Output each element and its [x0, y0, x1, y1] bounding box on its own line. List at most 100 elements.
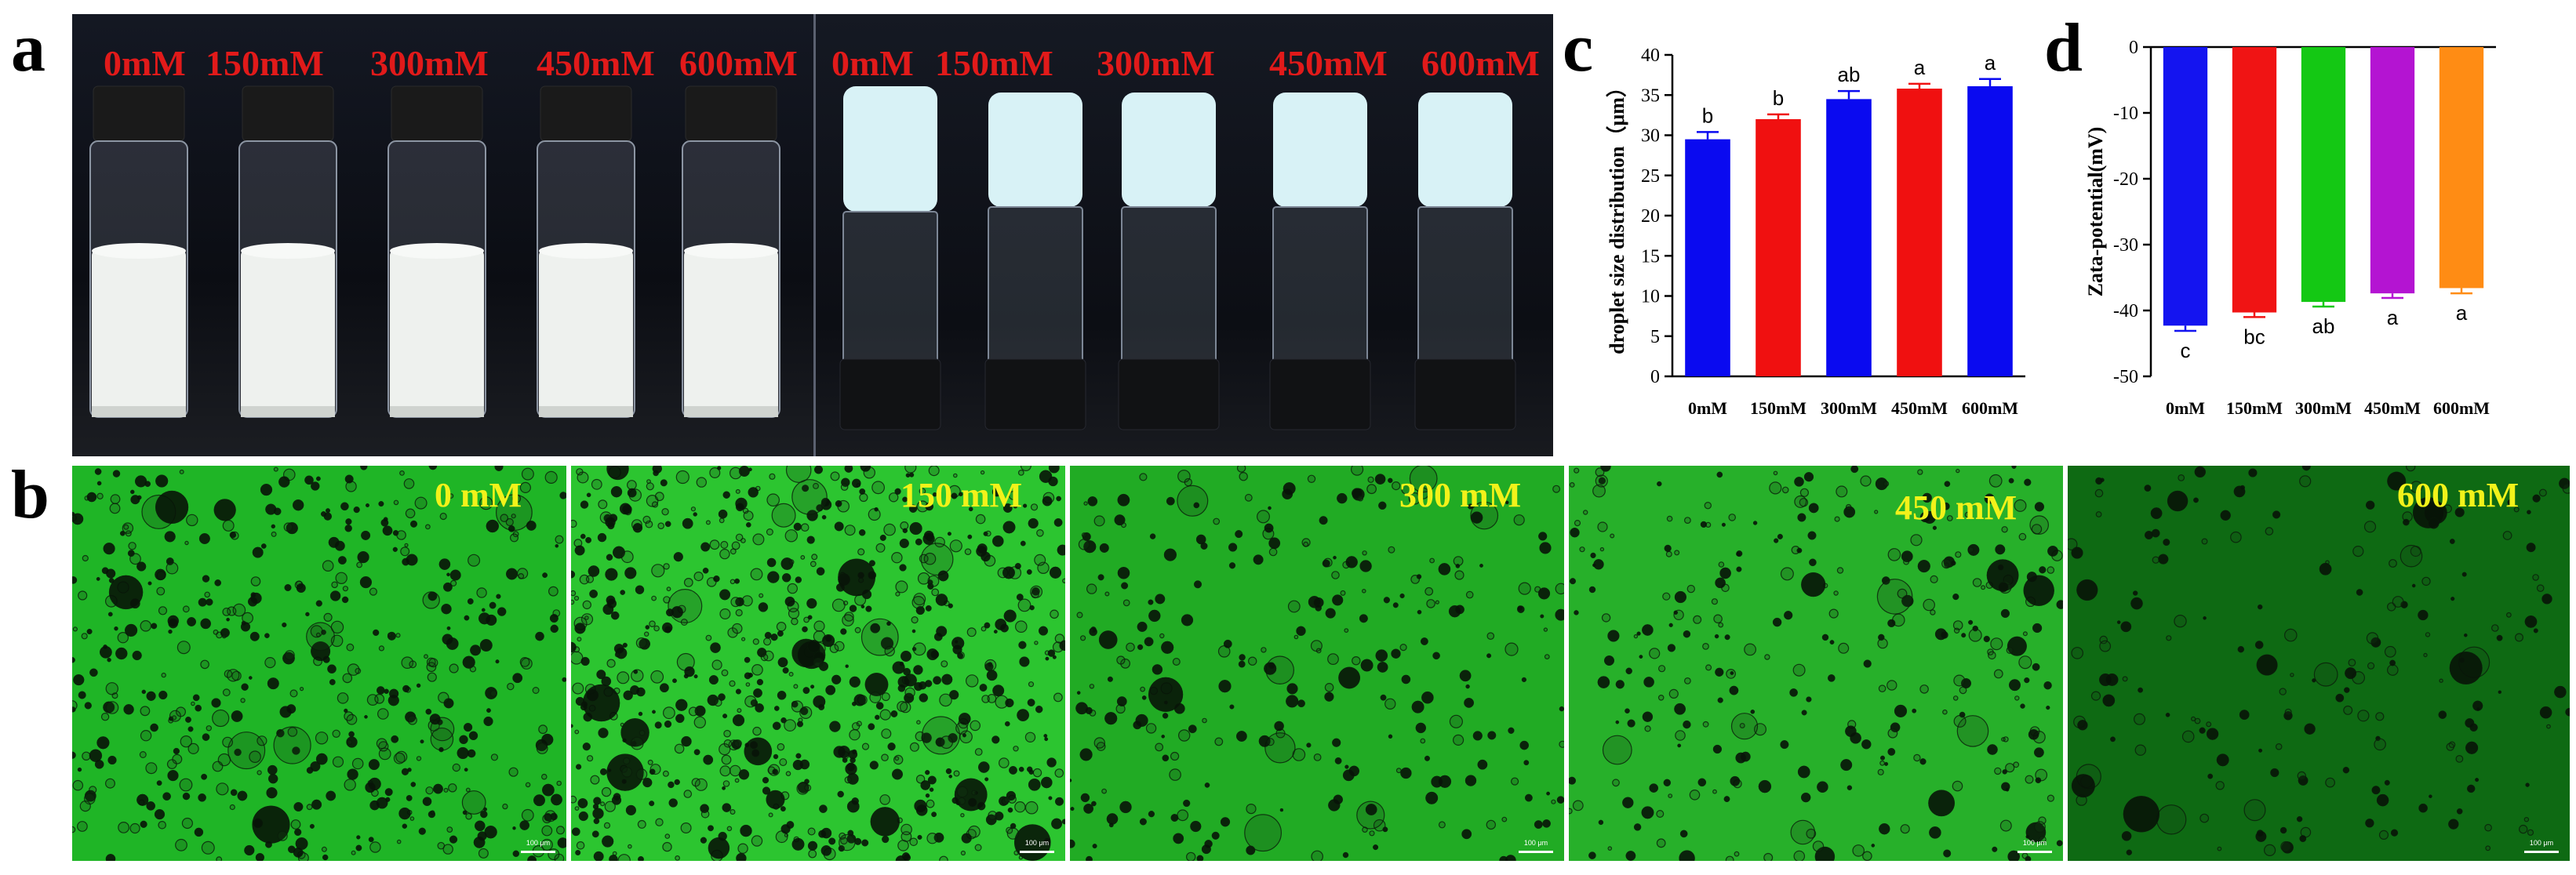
droplet	[766, 557, 777, 568]
droplet	[226, 669, 240, 682]
droplet	[322, 854, 329, 861]
y-tick-label: 35	[1641, 85, 1660, 106]
droplet	[1454, 570, 1464, 580]
droplet	[442, 582, 453, 592]
droplet	[948, 603, 953, 608]
droplet	[735, 497, 748, 510]
droplet	[2325, 777, 2336, 788]
droplet	[351, 850, 356, 855]
droplet	[663, 563, 670, 570]
droplet	[2387, 471, 2407, 491]
significance-label: ab	[1838, 63, 1861, 86]
droplet	[1049, 566, 1062, 579]
droplet	[831, 674, 842, 684]
droplet	[72, 513, 84, 525]
droplet	[1140, 686, 1145, 692]
x-tick-label: 0mM	[2166, 398, 2205, 418]
droplet	[1807, 531, 1817, 540]
droplet	[1149, 533, 1156, 539]
droplet	[635, 585, 645, 594]
droplet	[166, 557, 174, 565]
droplet	[960, 850, 966, 856]
droplet	[2284, 708, 2292, 716]
droplet-field	[571, 466, 1065, 861]
droplet	[156, 780, 162, 786]
droplet	[813, 620, 825, 632]
droplet	[807, 640, 820, 653]
droplet	[1089, 684, 1095, 689]
droplet	[535, 631, 544, 641]
droplet	[693, 674, 698, 679]
droplet	[124, 623, 138, 637]
droplet	[328, 536, 340, 548]
droplet	[2025, 775, 2034, 784]
droplet	[383, 517, 388, 522]
vial-label-right-4: 600mM	[1421, 43, 1540, 83]
droplet	[240, 622, 251, 632]
droplet	[94, 468, 102, 475]
droplet	[1244, 493, 1253, 502]
droplet	[2319, 562, 2332, 575]
droplet	[409, 816, 415, 821]
scale-bar: 100 μm	[521, 839, 555, 853]
droplet	[2450, 597, 2455, 601]
droplet	[2565, 707, 2570, 717]
droplet	[136, 793, 149, 806]
droplet	[941, 673, 953, 685]
droplet	[730, 467, 742, 480]
vial-photo-before	[72, 14, 813, 456]
droplet	[764, 631, 772, 639]
droplet	[925, 770, 930, 775]
droplet	[2005, 787, 2010, 792]
droplet	[2410, 481, 2423, 493]
droplet	[315, 600, 322, 607]
droplet	[798, 717, 803, 723]
droplet	[806, 536, 815, 544]
droplet	[752, 726, 762, 736]
vial-upright	[89, 85, 188, 418]
x-tick-label: 300mM	[1821, 398, 1877, 418]
droplet	[1465, 684, 1470, 689]
droplet	[660, 479, 668, 487]
droplet	[393, 499, 399, 506]
droplet	[1070, 807, 1075, 811]
droplet	[294, 828, 302, 837]
droplet	[875, 702, 884, 710]
droplet	[322, 560, 334, 572]
droplet	[1361, 589, 1366, 594]
droplet	[2152, 556, 2160, 564]
droplet	[2562, 483, 2570, 494]
droplet	[136, 561, 147, 572]
droplet	[1721, 522, 1726, 527]
droplet	[968, 825, 981, 838]
droplet	[2034, 821, 2046, 833]
droplet	[992, 684, 1005, 697]
droplet	[1943, 849, 1952, 858]
droplet	[723, 739, 733, 748]
droplet	[1656, 810, 1665, 819]
droplet	[2033, 747, 2044, 758]
droplet	[762, 786, 771, 795]
droplet	[1417, 487, 1429, 499]
droplet	[2230, 531, 2242, 543]
droplet	[1062, 578, 1065, 583]
droplet	[1846, 785, 1853, 790]
droplet	[481, 608, 486, 612]
droplet	[731, 541, 740, 550]
droplet	[620, 722, 624, 727]
droplet	[974, 748, 983, 756]
droplet	[145, 762, 158, 775]
droplet	[2378, 830, 2389, 840]
droplet	[198, 597, 207, 607]
droplet	[1464, 697, 1475, 708]
droplet	[671, 606, 683, 619]
droplet	[700, 809, 710, 819]
droplet	[802, 626, 808, 633]
droplet	[2150, 507, 2163, 520]
droplet	[1487, 731, 1497, 740]
droplet	[981, 695, 990, 703]
droplet	[162, 792, 171, 801]
vial-label-right-0: 0mM	[831, 43, 914, 83]
droplet	[72, 626, 78, 632]
droplet	[980, 470, 985, 475]
